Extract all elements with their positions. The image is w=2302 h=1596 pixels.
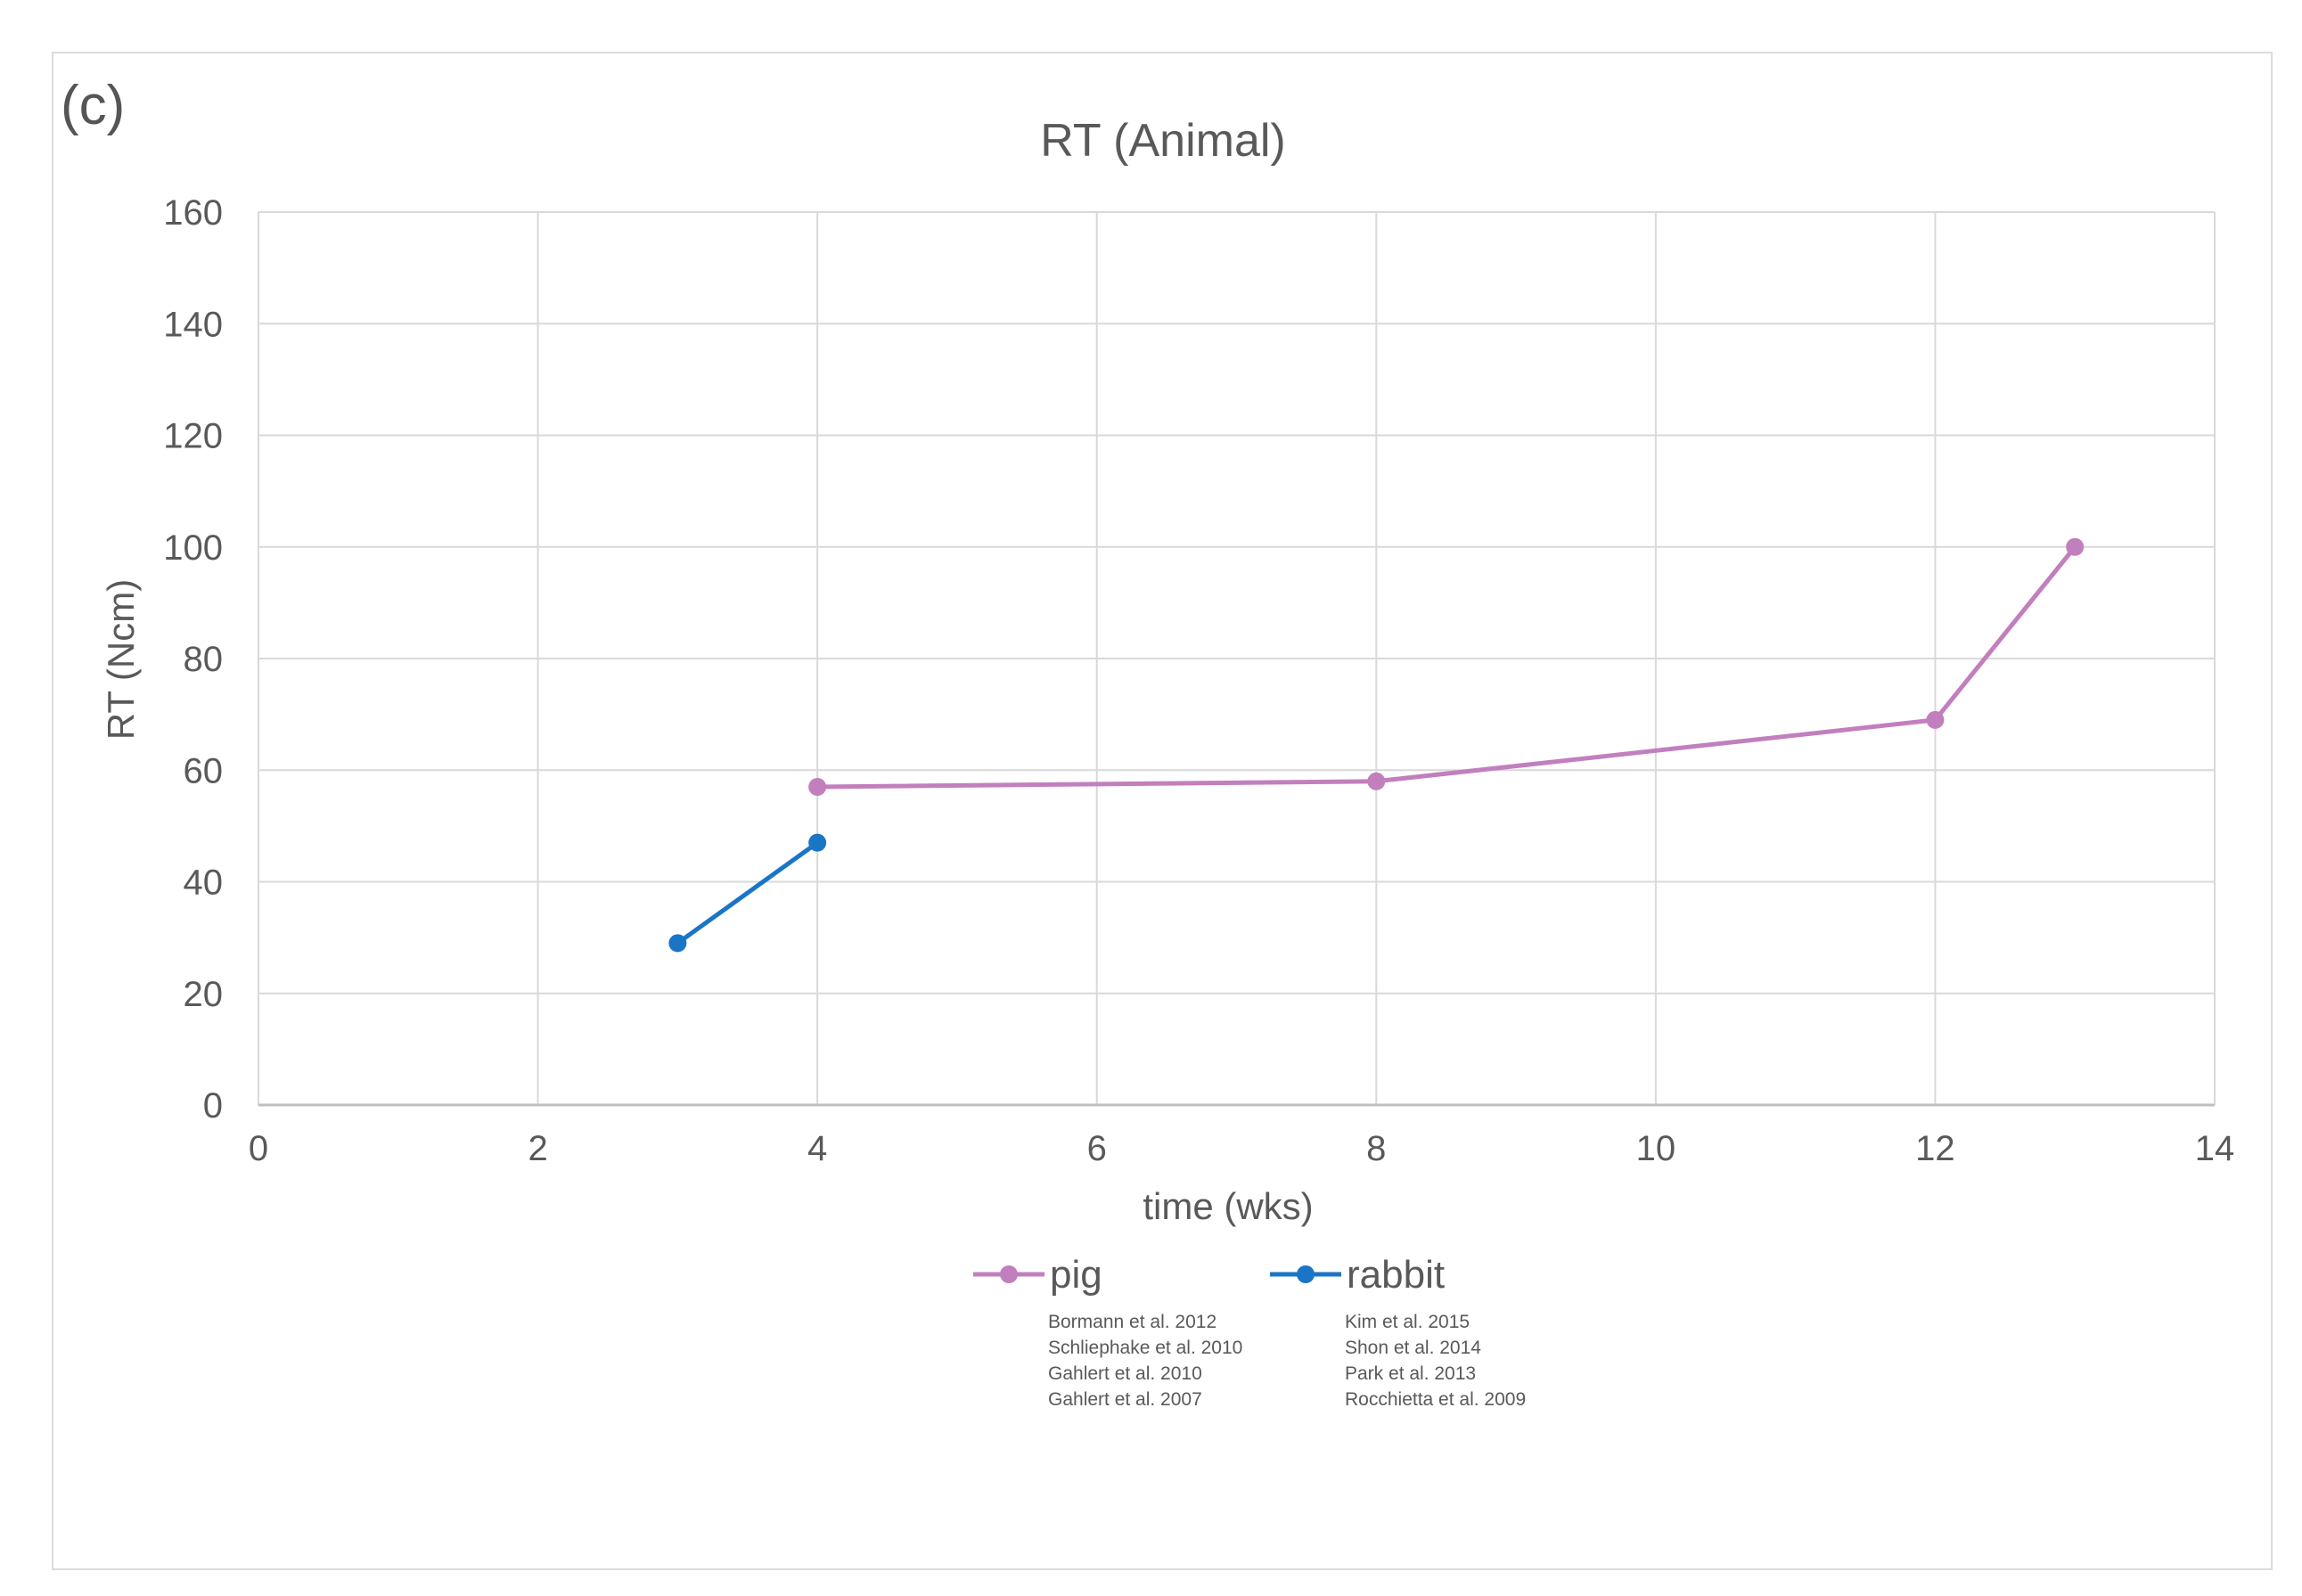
y-tick-label: 40 [184, 863, 224, 903]
data-point-rabbit [668, 934, 687, 953]
x-tick-label: 12 [1915, 1129, 1955, 1168]
legend: pig Bormann et al. 2012 Schliephake et al.… [973, 1253, 1526, 1410]
x-tick-label: 14 [2195, 1129, 2235, 1168]
chart-title: RT (Animal) [1040, 115, 1285, 167]
y-axis-label: RT (Ncm) [100, 579, 142, 740]
x-tick-label: 4 [807, 1129, 827, 1168]
y-tick-label: 100 [163, 528, 223, 568]
legend-marker-rabbit [1297, 1265, 1315, 1283]
y-tick-label: 60 [184, 751, 224, 790]
panel-label: (c) [61, 75, 126, 136]
y-tick-label: 120 [163, 417, 223, 456]
x-tick-label: 2 [528, 1129, 547, 1168]
legend-label-rabbit: rabbit [1347, 1253, 1445, 1297]
y-tick-label: 140 [163, 305, 223, 344]
y-tick-label: 80 [184, 640, 224, 679]
series-line-pig [815, 544, 2077, 790]
x-tick-label: 10 [1636, 1129, 1676, 1168]
series [668, 537, 2085, 953]
x-axis-label: time (wks) [1143, 1185, 1313, 1227]
legend-reference: Rocchietta et al. 2009 [1345, 1389, 1526, 1410]
y-tick-label: 0 [203, 1086, 223, 1125]
x-tick-label: 6 [1087, 1129, 1107, 1168]
legend-reference: Gahlert et al. 2007 [1048, 1389, 1202, 1410]
x-tick-label: 8 [1366, 1129, 1386, 1168]
series-line-rabbit [675, 840, 820, 945]
axes: 0 20 40 60 80 100 120 140 160 0 2 4 6 8 10 12 14 [163, 193, 2234, 1168]
data-point-pig [1367, 772, 1386, 790]
legend-marker-pig [1000, 1265, 1018, 1283]
legend-label-pig: pig [1050, 1253, 1102, 1297]
legend-reference: Park et al. 2013 [1345, 1363, 1476, 1384]
legend-reference: Shon et al. 2014 [1345, 1338, 1481, 1358]
y-tick-label: 20 [184, 975, 224, 1014]
grid [258, 211, 2216, 1106]
chart-frame [52, 52, 2273, 1570]
data-point-pig [1926, 710, 1945, 729]
legend-reference: Schliephake et al. 2010 [1048, 1338, 1242, 1358]
x-tick-label: 0 [249, 1129, 268, 1168]
data-point-pig [808, 778, 827, 797]
legend-reference: Kim et al. 2015 [1345, 1312, 1470, 1332]
y-tick-label: 160 [163, 193, 223, 233]
legend-reference: Bormann et al. 2012 [1048, 1312, 1217, 1332]
data-point-rabbit [808, 833, 827, 852]
data-point-pig [2066, 537, 2085, 556]
legend-reference: Gahlert et al. 2010 [1048, 1363, 1202, 1384]
